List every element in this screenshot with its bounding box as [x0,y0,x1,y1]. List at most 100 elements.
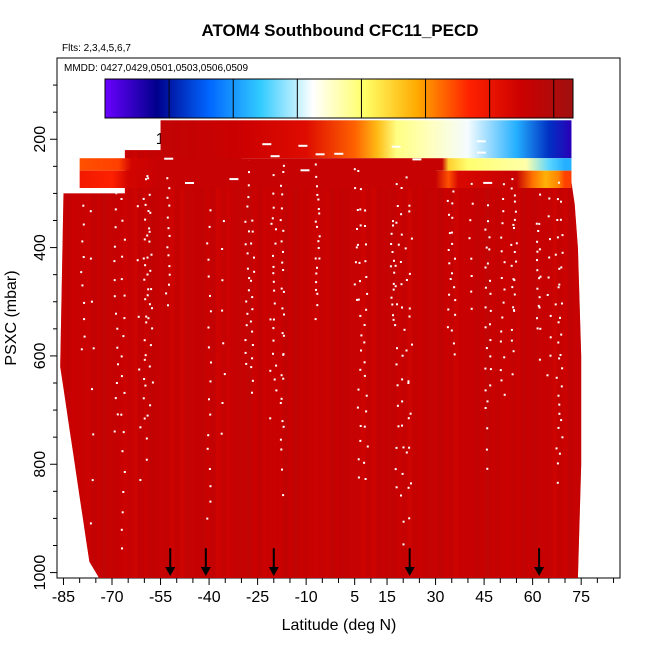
measurement-point [450,329,453,332]
measurement-point [146,234,149,237]
measurement-point [500,330,503,333]
measurement-point [220,432,223,435]
measurement-point [548,197,551,200]
measurement-point [275,389,278,392]
measurement-point [120,413,123,416]
measurement-point [390,296,393,299]
heatmap-column [169,150,175,578]
measurement-point [248,171,250,174]
measurement-point [536,269,539,272]
measurement-point [549,354,552,357]
heatmap-column [80,150,87,578]
measurement-point [207,434,210,437]
measurement-point [143,358,146,361]
measurement-point [270,155,280,158]
measurement-point [246,252,249,255]
measurement-point [282,250,284,253]
measurement-point [488,248,491,251]
measurement-point [559,316,561,319]
heatmap-column [251,150,258,578]
measurement-point [514,210,517,213]
heatmap-column [376,150,382,578]
measurement-point [221,248,224,250]
measurement-point [558,357,561,360]
measurement-point [147,288,150,291]
measurement-point [279,219,282,222]
measurement-point [149,269,152,272]
heatmap-column [448,150,454,578]
measurement-point [92,433,95,436]
measurement-point [558,412,561,415]
measurement-point [499,340,502,343]
measurement-point [116,413,119,416]
measurement-point [476,151,486,154]
measurement-point [315,175,318,178]
measurement-point [145,315,148,318]
measurement-point [404,247,407,250]
measurement-point [503,356,506,359]
measurement-point [356,406,359,409]
measurement-point [539,327,542,330]
heatmap-column [106,150,113,578]
measurement-point [486,427,489,430]
measurement-point [363,461,366,464]
measurement-point [363,341,366,344]
profile-marker-arrowhead [534,567,545,576]
measurement-point [249,320,252,323]
measurement-point [334,152,344,155]
measurement-point [476,140,486,143]
measurement-point [557,286,560,289]
measurement-point [116,327,119,330]
measurement-point [121,450,124,453]
measurement-point [448,262,451,265]
measurement-point [314,257,317,260]
measurement-point [389,265,392,268]
measurement-point [315,153,325,156]
heatmap-column [267,150,273,578]
heatmap-column [562,150,568,578]
measurement-point [410,482,412,485]
measurement-point [513,218,516,221]
heatmap-column [474,150,480,578]
dates-note: MMDD: 0427,0429,0501,0503,0506,0509 [64,63,248,74]
measurement-point [557,394,560,397]
measurement-point [149,404,152,407]
heatmap-column [148,150,154,578]
measurement-point [485,347,488,350]
measurement-point [486,400,489,403]
measurement-point [396,384,399,387]
measurement-point [145,437,148,440]
measurement-point [395,363,398,366]
measurement-point [275,364,278,367]
heatmap-column [225,150,232,578]
measurement-point [356,228,358,230]
measurement-point [274,242,277,245]
heatmap-column [184,150,190,578]
measurement-point [317,247,320,249]
measurement-point [272,339,275,342]
measurement-point [512,223,515,226]
measurement-point [392,318,395,321]
measurement-point [247,196,250,199]
measurement-point [272,192,275,195]
measurement-point [282,164,285,167]
measurement-point [500,250,503,253]
measurement-point [538,306,541,309]
measurement-point [279,402,282,404]
measurement-point [489,368,492,371]
measurement-point [395,486,398,489]
heatmap-column [132,150,139,578]
heatmap [60,120,582,578]
measurement-point [400,187,403,189]
measurement-point [510,187,513,190]
measurement-point [273,378,276,381]
measurement-point [270,222,273,225]
heatmap-column [137,150,144,578]
measurement-point [364,260,367,263]
measurement-point [83,335,86,338]
y-axis: 200 400 600 800 1000 [32,84,57,590]
measurement-point [144,218,147,221]
measurement-point [360,349,362,352]
profile-marker-arrowhead [200,567,211,576]
measurement-point [89,522,92,525]
